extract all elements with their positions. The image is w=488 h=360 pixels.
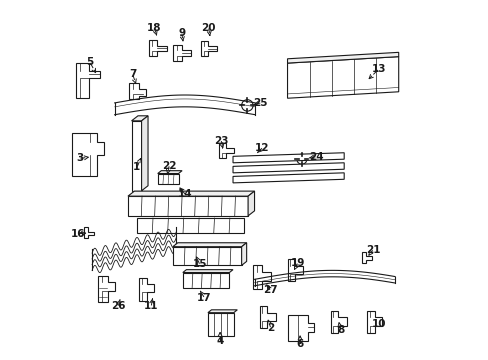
Text: 20: 20 [201, 23, 215, 33]
Polygon shape [287, 315, 314, 341]
Polygon shape [247, 191, 254, 216]
Polygon shape [128, 191, 254, 196]
Polygon shape [173, 45, 191, 61]
Text: 3: 3 [76, 153, 83, 163]
Text: 11: 11 [144, 301, 158, 311]
Text: 24: 24 [308, 152, 323, 162]
Text: 15: 15 [192, 259, 206, 269]
Text: 17: 17 [197, 293, 211, 303]
Text: 14: 14 [178, 189, 192, 199]
Polygon shape [172, 247, 241, 265]
Text: 12: 12 [255, 143, 269, 153]
Polygon shape [233, 173, 344, 183]
Polygon shape [287, 52, 398, 63]
Polygon shape [98, 276, 115, 302]
Polygon shape [183, 273, 229, 288]
Text: 22: 22 [162, 161, 176, 171]
Polygon shape [183, 270, 233, 273]
Polygon shape [253, 265, 270, 289]
Text: 8: 8 [336, 325, 344, 335]
Polygon shape [330, 311, 346, 333]
Text: 1: 1 [133, 162, 140, 172]
Text: 19: 19 [290, 258, 304, 268]
Polygon shape [83, 227, 94, 238]
Bar [76, 161, 88, 167]
Polygon shape [287, 57, 398, 98]
Polygon shape [129, 83, 146, 99]
Polygon shape [207, 310, 237, 313]
Polygon shape [131, 121, 142, 191]
Polygon shape [219, 143, 233, 158]
Text: 26: 26 [111, 301, 125, 311]
Polygon shape [201, 41, 217, 56]
Text: 16: 16 [70, 229, 85, 239]
Polygon shape [366, 311, 382, 333]
Polygon shape [128, 196, 247, 216]
Polygon shape [139, 278, 153, 301]
Polygon shape [158, 174, 178, 184]
Polygon shape [137, 218, 244, 233]
Text: 2: 2 [266, 323, 274, 333]
Polygon shape [241, 243, 246, 265]
Text: 10: 10 [371, 319, 386, 329]
Text: 23: 23 [214, 136, 228, 145]
Text: 21: 21 [365, 245, 379, 255]
Polygon shape [207, 313, 233, 336]
Bar [76, 141, 88, 148]
Bar [76, 151, 88, 158]
Polygon shape [233, 163, 344, 173]
Text: 4: 4 [216, 336, 224, 346]
Polygon shape [72, 134, 104, 176]
Polygon shape [142, 116, 148, 191]
Text: 6: 6 [296, 339, 303, 349]
Polygon shape [259, 306, 275, 328]
Polygon shape [131, 116, 148, 121]
Polygon shape [149, 40, 166, 56]
Text: 9: 9 [178, 28, 185, 38]
Text: 25: 25 [253, 98, 267, 108]
Text: 27: 27 [263, 285, 277, 296]
Polygon shape [362, 252, 371, 263]
Polygon shape [172, 243, 246, 247]
Polygon shape [158, 171, 182, 174]
Polygon shape [76, 63, 100, 98]
Polygon shape [287, 259, 303, 281]
Text: 7: 7 [129, 69, 136, 79]
Text: 5: 5 [86, 57, 93, 67]
Text: 13: 13 [371, 64, 386, 74]
Text: 18: 18 [146, 23, 161, 33]
Polygon shape [233, 153, 344, 163]
